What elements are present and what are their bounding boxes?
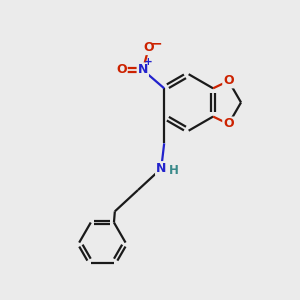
- Text: N: N: [156, 162, 166, 175]
- Text: −: −: [150, 36, 162, 50]
- Text: O: O: [223, 118, 234, 130]
- Text: O: O: [143, 41, 154, 54]
- Text: +: +: [143, 57, 152, 67]
- Text: H: H: [169, 164, 178, 177]
- Text: O: O: [116, 63, 127, 76]
- Text: O: O: [223, 74, 234, 87]
- Text: N: N: [138, 63, 148, 76]
